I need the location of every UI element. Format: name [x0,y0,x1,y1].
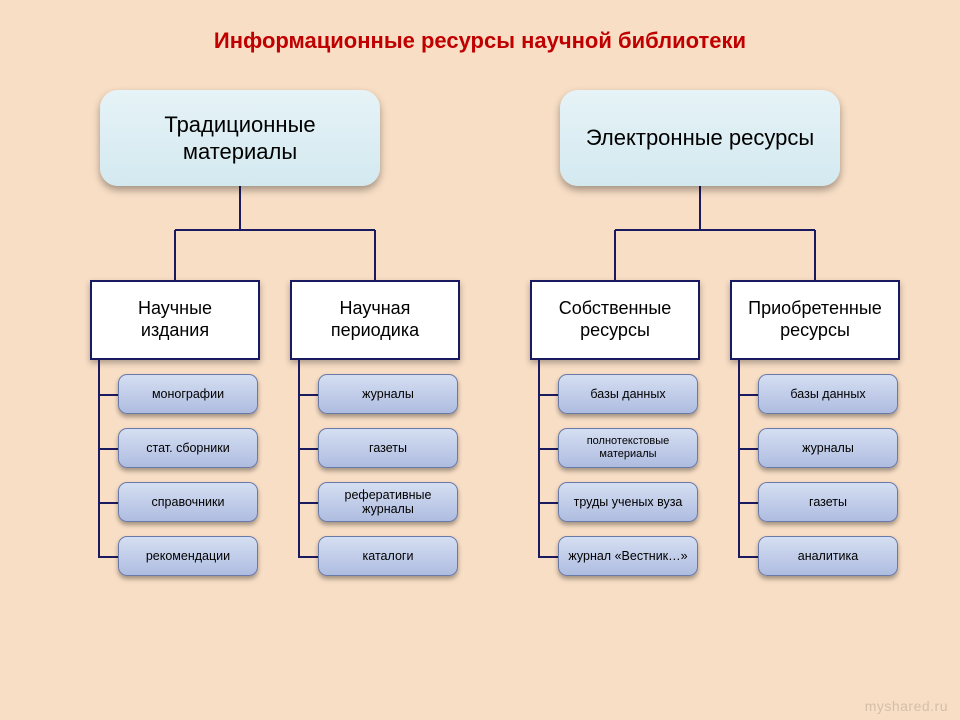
leaf-item: реферативные журналы [318,482,458,522]
branch-traditional: Традиционные материалы [100,90,380,186]
leaf-item: газеты [758,482,898,522]
leaf-item: монографии [118,374,258,414]
leaf-item: аналитика [758,536,898,576]
leaf-item: труды ученых вуза [558,482,698,522]
leaf-item: газеты [318,428,458,468]
sub-own-resources: Собственные ресурсы [530,280,700,360]
sub-acquired-resources: Приобретенные ресурсы [730,280,900,360]
leaf-item: базы данных [558,374,698,414]
leaf-col-3: базы данных журналы газеты аналитика [730,374,898,590]
leaf-col-0: монографии стат. сборники справочники ре… [90,374,258,590]
leaf-item: полнотекстовые материалы [558,428,698,468]
leaf-item: справочники [118,482,258,522]
leaf-item: журнал «Вестник…» [558,536,698,576]
sub-scientific-publications: Научные издания [90,280,260,360]
leaf-col-2: базы данных полнотекстовые материалы тру… [530,374,698,590]
leaf-item: каталоги [318,536,458,576]
leaf-item: базы данных [758,374,898,414]
leaf-item: стат. сборники [118,428,258,468]
leaf-item: журналы [318,374,458,414]
leaf-col-1: журналы газеты реферативные журналы ката… [290,374,458,590]
watermark: myshared.ru [865,698,948,714]
branch-electronic: Электронные ресурсы [560,90,840,186]
page-title: Информационные ресурсы научной библиотек… [0,0,960,54]
leaf-item: рекомендации [118,536,258,576]
leaf-item: журналы [758,428,898,468]
diagram-stage: Традиционные материалы Электронные ресур… [0,70,960,710]
sub-scientific-periodicals: Научная периодика [290,280,460,360]
